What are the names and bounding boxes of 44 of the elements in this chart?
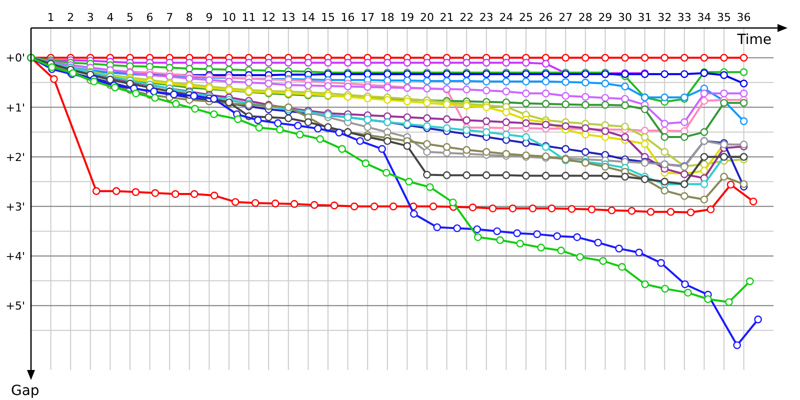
x-tick-label: 9	[206, 11, 213, 24]
x-tick-label: 22	[460, 11, 474, 24]
x-tick-label: 33	[677, 11, 692, 24]
x-tick-label: 35	[717, 11, 731, 24]
x-axis-title: Time	[736, 32, 772, 48]
x-tick-label: 3	[86, 11, 94, 24]
y-axis-title: Gap	[11, 383, 40, 399]
x-tick-label: 18	[380, 11, 394, 24]
x-tick-label: 28	[578, 11, 592, 24]
x-tick-label: 24	[499, 11, 514, 24]
x-tick-label: 30	[618, 11, 632, 24]
x-tick-label: 34	[697, 11, 712, 24]
x-tick-label: 5	[126, 11, 134, 24]
x-tick-label: 10	[222, 11, 236, 24]
x-tick-label: 8	[186, 11, 193, 24]
x-tick-label: 12	[262, 11, 276, 24]
y-tick-label: +0'	[6, 52, 25, 65]
x-tick-label: 19	[400, 11, 414, 24]
x-tick-label: 11	[242, 11, 256, 24]
x-tick-label: 21	[440, 11, 454, 24]
x-tick-label: 6	[146, 11, 154, 24]
x-tick-label: 29	[598, 11, 612, 24]
x-tick-label: 4	[106, 11, 114, 24]
x-tick-label: 31	[638, 11, 652, 24]
x-tick-label: 26	[538, 11, 553, 24]
x-tick-label: 13	[281, 11, 296, 24]
x-tick-label: 14	[301, 11, 316, 24]
x-tick-label: 23	[479, 11, 494, 24]
y-tick-label: +4'	[6, 250, 25, 263]
y-tick-label: +3'	[6, 200, 25, 214]
x-tick-label: 36	[736, 11, 751, 24]
y-tick-label: +5'	[6, 300, 25, 313]
x-tick-label: 27	[558, 11, 573, 24]
x-tick-label: 16	[340, 11, 355, 24]
x-tick-label: 2	[67, 11, 74, 24]
x-tick-label: 15	[321, 11, 335, 24]
x-tick-label: 7	[166, 11, 174, 24]
x-tick-label: 17	[360, 11, 375, 24]
x-tick-label: 20	[420, 11, 434, 24]
y-tick-label: +2'	[6, 150, 25, 164]
x-tick-label: 1	[47, 11, 54, 24]
x-tick-label: 32	[658, 11, 672, 24]
y-tick-label: +1'	[6, 101, 25, 114]
x-tick-label: 25	[519, 11, 533, 24]
